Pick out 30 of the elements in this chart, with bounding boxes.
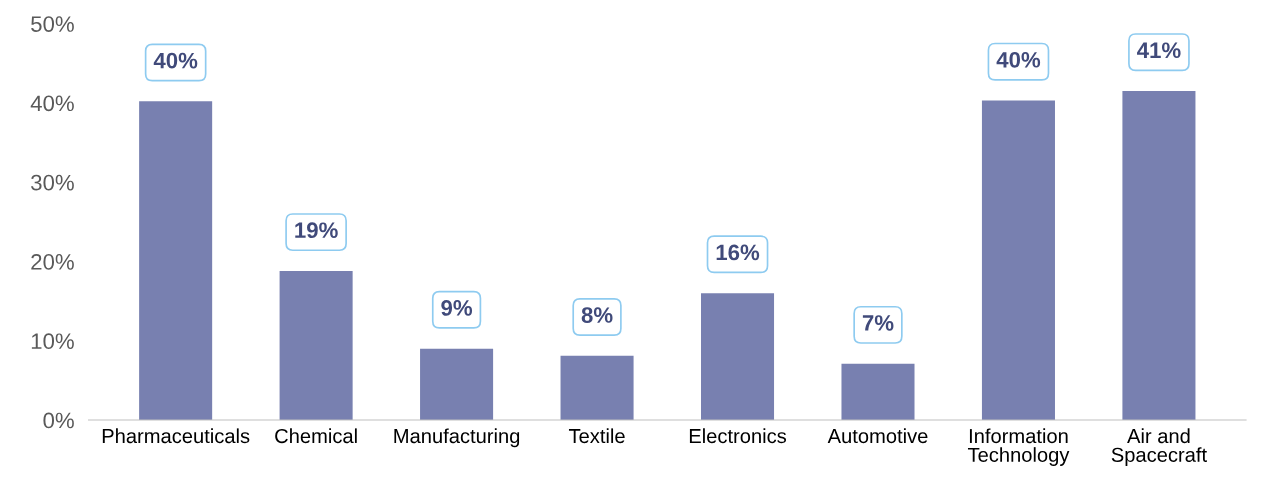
data-label: 9% xyxy=(441,300,473,316)
y-tick-label: 20% xyxy=(31,254,74,270)
x-tick-label: Textile xyxy=(568,428,625,444)
bar xyxy=(841,363,915,421)
x-tick-label: Automotive xyxy=(827,428,928,444)
y-tick-label: 50% xyxy=(31,16,74,32)
x-tick-label: Electronics xyxy=(689,428,787,444)
x-tick-label: Information Technology xyxy=(967,428,1070,466)
x-tick-label: Manufacturing xyxy=(394,428,520,448)
data-label: 41% xyxy=(1137,42,1181,59)
data-label: 7% xyxy=(862,315,894,331)
bar xyxy=(981,100,1055,421)
bar xyxy=(701,293,775,421)
y-tick-label: 0% xyxy=(43,412,74,429)
x-tick-label: Chemical xyxy=(275,428,357,444)
y-tick-label: 30% xyxy=(31,174,74,191)
data-label: 16% xyxy=(716,244,760,261)
bar xyxy=(139,101,213,421)
data-label: 40% xyxy=(153,52,198,69)
x-tick-label: Pharmaceuticals xyxy=(102,428,250,444)
data-label: 8% xyxy=(581,307,613,323)
bar xyxy=(279,271,353,421)
y-tick-label: 10% xyxy=(31,333,74,350)
data-label: 19% xyxy=(295,222,338,239)
x-tick-label: Air and Spacecraft xyxy=(1111,428,1207,466)
bar xyxy=(560,355,634,421)
bar xyxy=(420,348,494,421)
y-tick-label: 40% xyxy=(30,95,74,112)
bar xyxy=(1122,91,1196,421)
data-label: 40% xyxy=(996,51,1041,68)
